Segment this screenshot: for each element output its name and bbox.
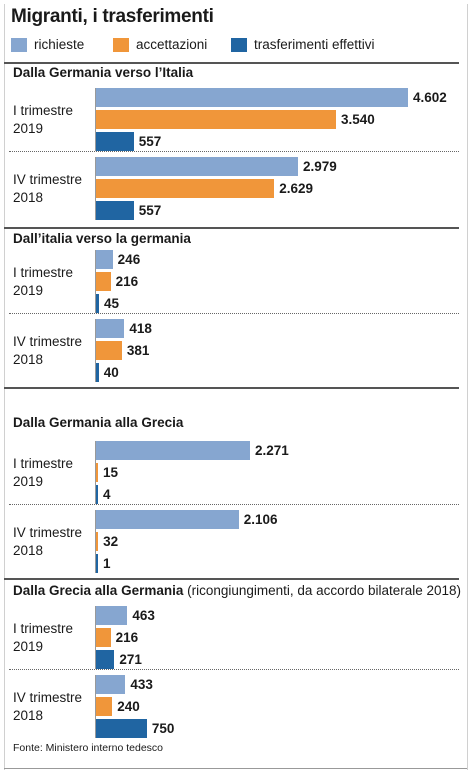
category-label: I trimestre 2019 [13,265,74,298]
bar-trasferimenti [96,132,134,151]
data-label: 15 [103,465,119,480]
data-label: 750 [151,721,175,736]
bar-accettazioni [96,179,275,198]
bar-trasferimenti [96,554,98,573]
data-label: 246 [117,252,141,267]
group-divider [9,313,459,314]
panel-subtitle: (ricongiungimenti, da accordo bilaterale… [183,583,462,598]
data-label: 2.271 [254,443,289,458]
panel-title-main: Dalla Germania alla Grecia [13,415,184,430]
bar-richieste [96,510,239,529]
bar-accettazioni [96,532,99,551]
panel-title: Dalla Grecia alla Germania (ricongiungim… [13,583,461,598]
bar-richieste [96,88,408,107]
legend-label-richieste: richieste [34,37,85,52]
data-label: 40 [103,365,119,380]
bar-baseline [95,157,96,220]
bar-accettazioni [96,110,336,129]
data-label: 1 [103,556,111,571]
bar-richieste [96,319,125,338]
panel-title-main: Dall’italia verso la germania [13,231,191,246]
data-label: 557 [138,134,162,149]
data-label: 418 [129,321,152,336]
data-label: 557 [138,203,162,218]
bar-accettazioni [96,697,113,716]
data-label: 4.602 [413,90,447,105]
section-divider [4,578,459,580]
bar-accettazioni [96,463,98,482]
bar-trasferimenti [96,650,115,669]
bar-baseline [95,88,96,151]
data-label: 3.540 [341,112,375,127]
panel-title-main: Dalla Germania verso l’Italia [13,65,194,80]
chart-title: Migranti, i trasferimenti [11,6,214,27]
bar-trasferimenti [96,485,98,504]
data-label: 32 [103,534,119,549]
category-label: IV trimestre 2018 [13,525,83,558]
category-label: I trimestre 2019 [13,456,74,489]
legend-label-trasferimenti: trasferimenti effettivi [254,37,375,52]
panel-title: Dalla Germania verso l’Italia [13,65,193,80]
data-label: 216 [115,630,139,645]
bar-baseline [95,250,96,313]
legend-swatch-accettazioni [113,38,129,52]
bar-richieste [96,441,250,460]
bar-baseline [95,606,96,669]
bar-baseline [95,510,96,573]
data-label: 2.979 [302,159,337,174]
bar-trasferimenti [96,201,134,220]
bottom-rule [4,768,467,769]
bar-baseline [95,441,96,504]
legend-swatch-richieste [11,38,27,52]
category-label: IV trimestre 2018 [13,334,83,367]
section-divider [4,227,459,229]
panel-title: Dall’italia verso la germania [13,231,191,246]
source-note: Fonte: Ministero interno tedesco [13,742,163,754]
bar-richieste [96,606,128,625]
panel-title: Dalla Germania alla Grecia [13,415,183,430]
data-label: 45 [104,296,120,311]
panel-title-main: Dalla Grecia alla Germania [13,583,184,598]
category-label: IV trimestre 2018 [13,690,83,723]
data-label: 2.629 [279,181,314,196]
category-label: IV trimestre 2018 [13,172,83,205]
bar-trasferimenti [96,294,100,313]
bar-baseline [95,319,96,382]
data-label: 2.106 [243,512,278,527]
category-label: I trimestre 2019 [13,103,74,136]
legend-swatch-trasferimenti [231,38,247,52]
category-label: I trimestre 2019 [13,621,74,654]
data-label: 381 [126,343,150,358]
data-label: 463 [132,608,155,623]
bar-richieste [96,157,298,176]
bar-accettazioni [96,628,111,647]
bar-richieste [96,675,126,694]
legend-label-accettazioni: accettazioni [136,37,208,52]
data-label: 240 [117,699,140,714]
bar-accettazioni [96,341,122,360]
section-divider [4,62,459,64]
data-label: 4 [103,487,111,502]
data-label: 216 [115,274,139,289]
bar-richieste [96,250,113,269]
bar-trasferimenti [96,363,99,382]
section-divider [4,387,459,389]
group-divider [9,151,459,152]
bar-baseline [95,675,96,738]
group-divider [9,669,459,670]
data-label: 433 [130,677,153,692]
bar-accettazioni [96,272,111,291]
bar-trasferimenti [96,719,147,738]
data-label: 271 [119,652,142,667]
group-divider [9,504,459,505]
